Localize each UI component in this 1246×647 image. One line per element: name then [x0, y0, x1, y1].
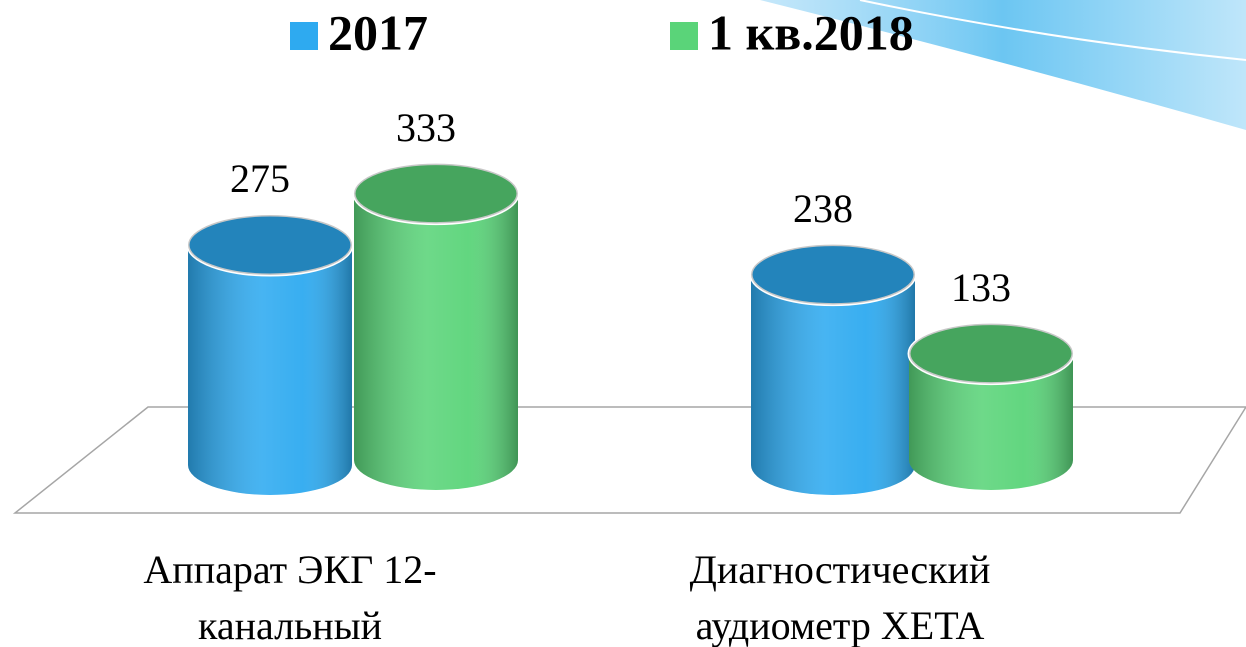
category-label: Аппарат ЭКГ 12-канальный: [100, 542, 480, 647]
cylinder-shade: [751, 275, 915, 495]
cylinder-top-shade: [188, 215, 352, 275]
value-label: 133: [951, 265, 1011, 310]
legend-label: 1 кв.2018: [708, 4, 914, 60]
value-label: 333: [396, 105, 456, 150]
legend-label: 2017: [328, 4, 428, 60]
cylinder-shade: [188, 245, 352, 495]
cylinder-top-shade: [354, 164, 518, 224]
chart: 275 238 333 133 2017 1 кв.2018 Аппарат ЭКГ 1…: [0, 0, 1246, 647]
legend-swatch: [670, 22, 698, 50]
cylinder-top-shade: [909, 324, 1073, 384]
category-label: Диагностический аудиометр XETA: [650, 542, 1030, 647]
value-label: 275: [230, 156, 290, 201]
value-label: 238: [793, 186, 853, 231]
legend-swatch: [290, 22, 318, 50]
cylinder-top-shade: [751, 245, 915, 305]
cylinder-shade: [354, 194, 518, 490]
